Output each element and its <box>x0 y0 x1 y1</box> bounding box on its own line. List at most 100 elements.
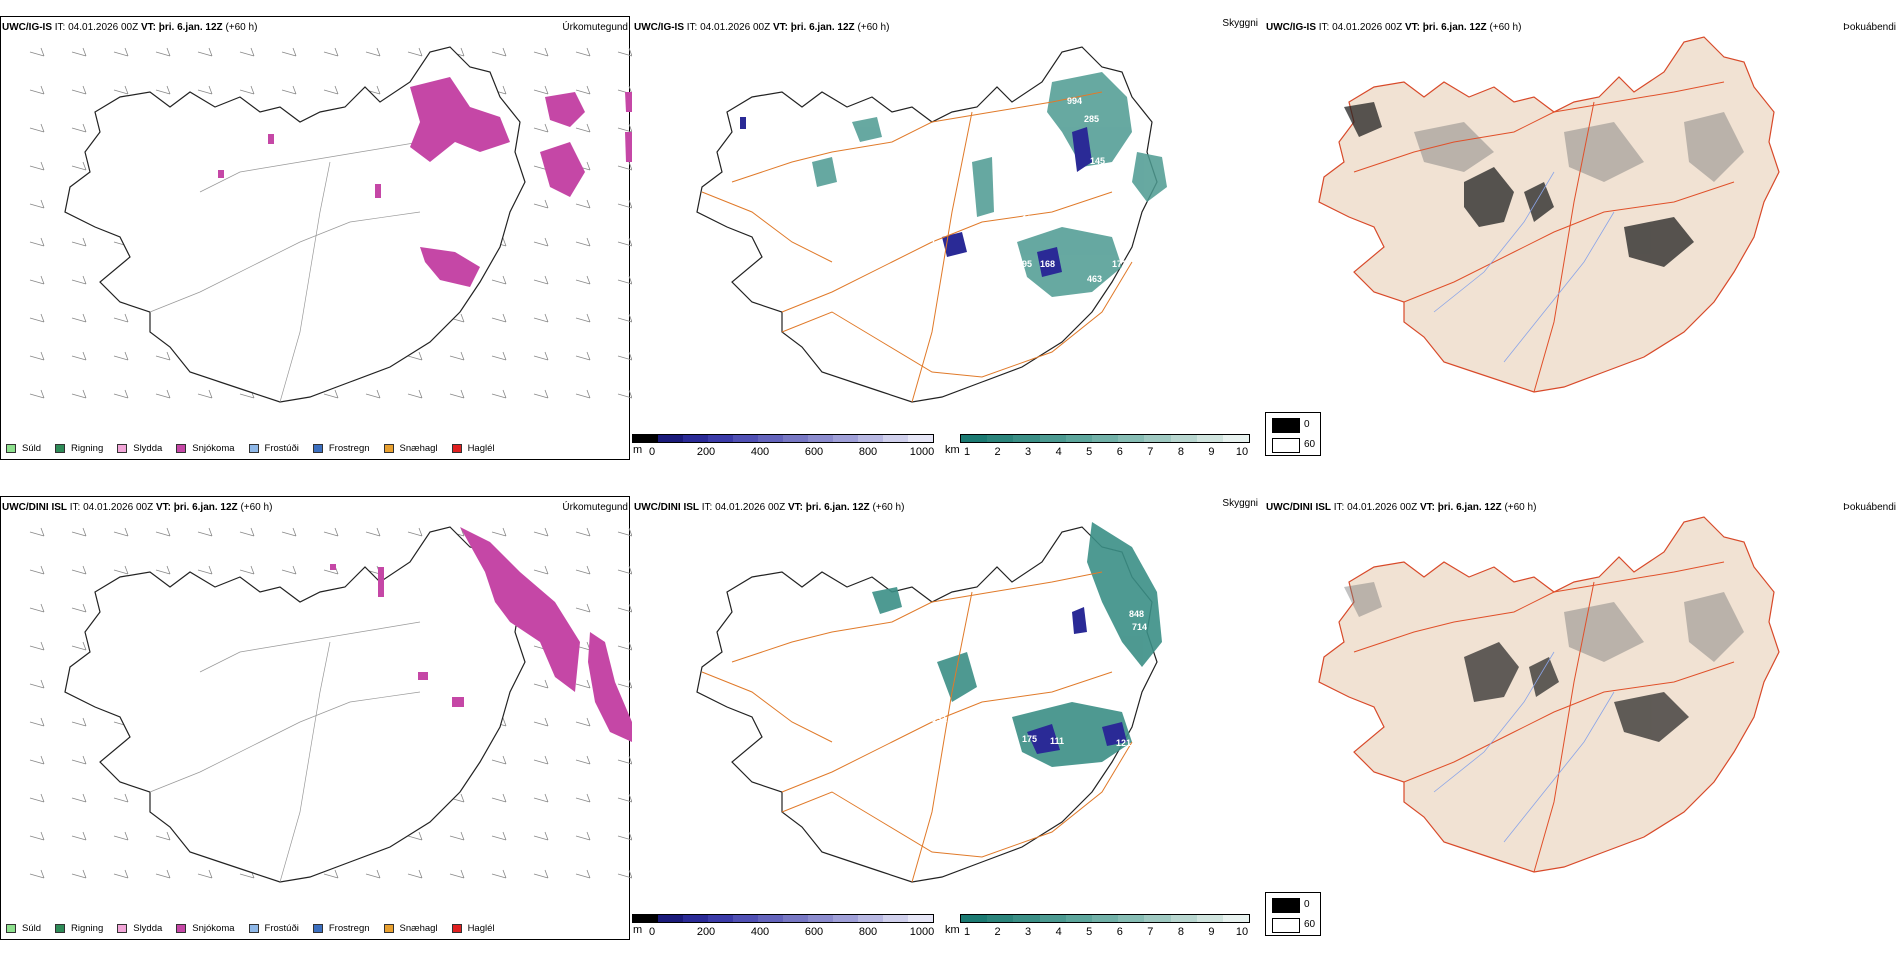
fog-scale-black-label: 0 <box>1304 419 1310 430</box>
ceiling-value-label: 508 <box>1002 179 1017 189</box>
legend-swatch <box>451 443 462 453</box>
colorbar-step <box>961 915 988 922</box>
wind-barb <box>71 85 87 95</box>
legend-swatch <box>55 923 66 933</box>
panel-title: UWC/IG-IS IT: 04.01.2026 00Z VT: þri. 6.… <box>2 22 257 33</box>
it-label: IT: <box>1318 22 1330 33</box>
ceiling-value-label: 638 <box>1172 624 1187 634</box>
wind-barb <box>575 679 591 689</box>
vt-label: VT: <box>772 22 788 33</box>
wind-barb <box>491 351 507 361</box>
colorbar-step <box>708 915 733 922</box>
wind-barb <box>113 389 129 399</box>
legend-item: Frostúði <box>248 443 299 454</box>
wind-barb <box>239 85 255 95</box>
wind-barb <box>323 869 339 879</box>
colorbar-step <box>733 915 758 922</box>
wind-barb <box>491 313 507 323</box>
wind-barb <box>113 313 129 323</box>
wind-barb <box>155 389 171 399</box>
panel-title: UWC/DINI ISL IT: 04.01.2026 00Z VT: þri.… <box>2 502 272 513</box>
wind-barb <box>323 85 339 95</box>
roads <box>1353 561 1735 873</box>
panel-name: Þokuábendi <box>1843 502 1896 513</box>
wind-barb <box>29 237 45 247</box>
wind-barb <box>533 679 549 689</box>
wind-barb <box>533 527 549 537</box>
colorbar-step <box>683 915 708 922</box>
colorbar-tick: 0 <box>648 446 656 458</box>
colorbar-tick: 200 <box>696 926 716 938</box>
wind-barb <box>155 831 171 841</box>
wind-barb <box>197 565 213 575</box>
colorbar-tick: 10 <box>1235 926 1249 938</box>
colorbar-tick: 0 <box>648 926 656 938</box>
legend-item: Haglél <box>451 443 495 454</box>
precip-map <box>29 46 632 403</box>
wind-barb <box>617 641 632 651</box>
precip-type-legend: Súld Rigning Slydda Snjókoma Frostúði Frostre… <box>6 920 509 936</box>
colorbar-step <box>633 435 658 442</box>
wind-barb <box>407 527 423 537</box>
colorbar-tick: 3 <box>1025 446 1032 458</box>
it-label: IT: <box>69 502 81 513</box>
wind-barb <box>29 603 45 613</box>
ceiling-value-label: 263 <box>1007 232 1022 242</box>
colorbar-tick: 6 <box>1116 926 1123 938</box>
wind-barb <box>533 831 549 841</box>
colorbar-step <box>783 915 808 922</box>
colorbar-tick: 1000 <box>909 926 935 938</box>
legend-item: Snæhagl <box>383 443 438 454</box>
wind-barb <box>29 123 45 133</box>
wind-barb <box>239 565 255 575</box>
wind-barb <box>281 527 297 537</box>
colorbar-step <box>1170 915 1197 922</box>
legend-item: Rigning <box>55 443 103 454</box>
wind-barb <box>155 565 171 575</box>
colorbar-step <box>1039 915 1066 922</box>
wind-barb <box>197 527 213 537</box>
lead-time: (+60 h) <box>1504 502 1537 513</box>
legend-label: Snæhagl <box>399 922 438 934</box>
colorbar-tick: 400 <box>750 926 770 938</box>
wind-barb <box>71 275 87 285</box>
wind-barb <box>113 831 129 841</box>
colorbar-step <box>808 915 833 922</box>
ceiling-value-label: 300 <box>894 144 909 154</box>
legend-swatch <box>55 443 66 453</box>
wind-barb <box>491 831 507 841</box>
colorbar-tick: 3 <box>1025 926 1032 938</box>
it-value: 04.01.2026 00Z <box>715 502 786 513</box>
wind-barb <box>407 389 423 399</box>
colorbar-step <box>1013 915 1040 922</box>
legend-label: Rigning <box>71 442 104 454</box>
wind-barb <box>29 85 45 95</box>
wind-barb <box>449 389 465 399</box>
colorbar-tick: 1000 <box>909 446 935 458</box>
wind-barb <box>617 123 632 133</box>
precip-type-panel: UWC/DINI ISL IT: 04.01.2026 00Z VT: þri.… <box>0 492 632 962</box>
wind-barb <box>113 527 129 537</box>
fog-scale: 0 60 <box>1265 892 1321 936</box>
legend-swatch <box>117 443 128 453</box>
colorbar-step <box>883 915 908 922</box>
panel-title: UWC/DINI ISL IT: 04.01.2026 00Z VT: þri.… <box>634 502 904 513</box>
low-visibility-areas <box>812 72 1167 297</box>
model-name: UWC/DINI ISL <box>634 502 699 513</box>
wind-barb <box>71 237 87 247</box>
colorbar-tick: 5 <box>1086 926 1093 938</box>
wind-barb <box>29 755 45 765</box>
ceiling-value-label: 116 <box>1022 214 1037 224</box>
colorbar-step <box>658 435 683 442</box>
fog-panel: UWC/DINI ISL IT: 04.01.2026 00Z VT: þri.… <box>1264 492 1900 962</box>
colorbar-step <box>1118 435 1145 442</box>
colorbar-tick: 5 <box>1086 446 1093 458</box>
colorbar-step <box>733 435 758 442</box>
it-label: IT: <box>686 22 698 33</box>
wind-barb <box>29 831 45 841</box>
colorbar-step <box>1065 435 1092 442</box>
wind-barb <box>29 527 45 537</box>
iceland-outline <box>64 46 526 403</box>
wind-barb <box>197 47 213 57</box>
